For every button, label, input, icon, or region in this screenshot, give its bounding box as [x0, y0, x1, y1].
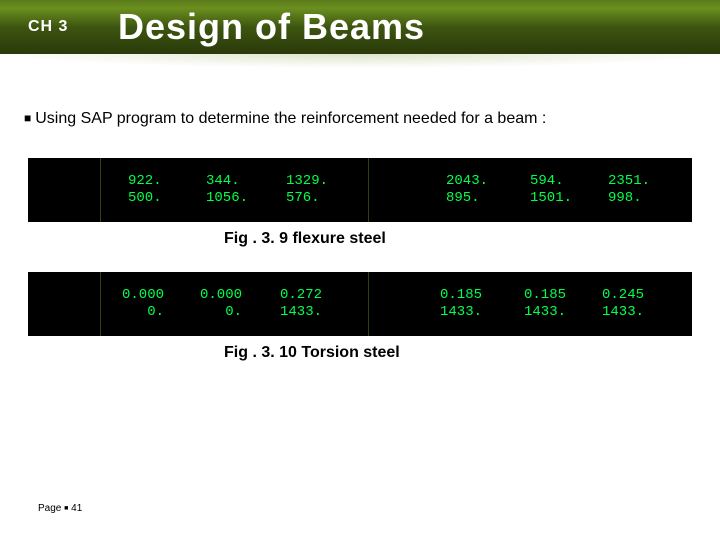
divider-line: [368, 158, 369, 222]
bullet-label: Using SAP program to determine the reinf…: [35, 110, 546, 127]
sap-output-flexure: 922. 500. 344. 1056. 1329. 576. 2043. 895. 5…: [28, 158, 692, 222]
sap-value-column: 0.000 0.: [122, 287, 164, 321]
sap-value-column: 2043. 895.: [446, 173, 488, 207]
bullet-icon: ■: [24, 111, 31, 125]
sap-value-column: 0.185 1433.: [524, 287, 566, 321]
footer-separator-icon: ■: [64, 505, 68, 512]
caption-flexure: Fig . 3. 9 flexure steel: [224, 230, 696, 248]
footer-page-number: 41: [71, 503, 82, 514]
sap-value-column: 2351. 998.: [608, 173, 650, 207]
divider-line: [368, 272, 369, 336]
footer-page-label: Page: [38, 503, 61, 514]
slide-header: CH 3 Design of Beams: [0, 0, 720, 54]
chapter-label: CH 3: [28, 18, 118, 36]
slide-content: ■ Using SAP program to determine the rein…: [0, 54, 720, 362]
sap-value-column: 0.245 1433.: [602, 287, 644, 321]
divider-line: [100, 158, 101, 222]
page-footer: Page ■ 41: [38, 503, 82, 514]
sap-value-column: 1329. 576.: [286, 173, 328, 207]
caption-torsion: Fig . 3. 10 Torsion steel: [224, 344, 696, 362]
sap-value-column: 0.272 1433.: [280, 287, 322, 321]
bullet-text: ■ Using SAP program to determine the rein…: [24, 110, 696, 128]
sap-value-column: 0.185 1433.: [440, 287, 482, 321]
sap-value-column: 922. 500.: [128, 173, 162, 207]
sap-output-torsion: 0.000 0. 0.000 0. 0.272 1433. 0.185 1433. 0.…: [28, 272, 692, 336]
sap-value-column: 0.000 0.: [200, 287, 242, 321]
divider-line: [100, 272, 101, 336]
slide-title: Design of Beams: [118, 6, 425, 48]
sap-value-column: 594. 1501.: [530, 173, 572, 207]
sap-value-column: 344. 1056.: [206, 173, 248, 207]
